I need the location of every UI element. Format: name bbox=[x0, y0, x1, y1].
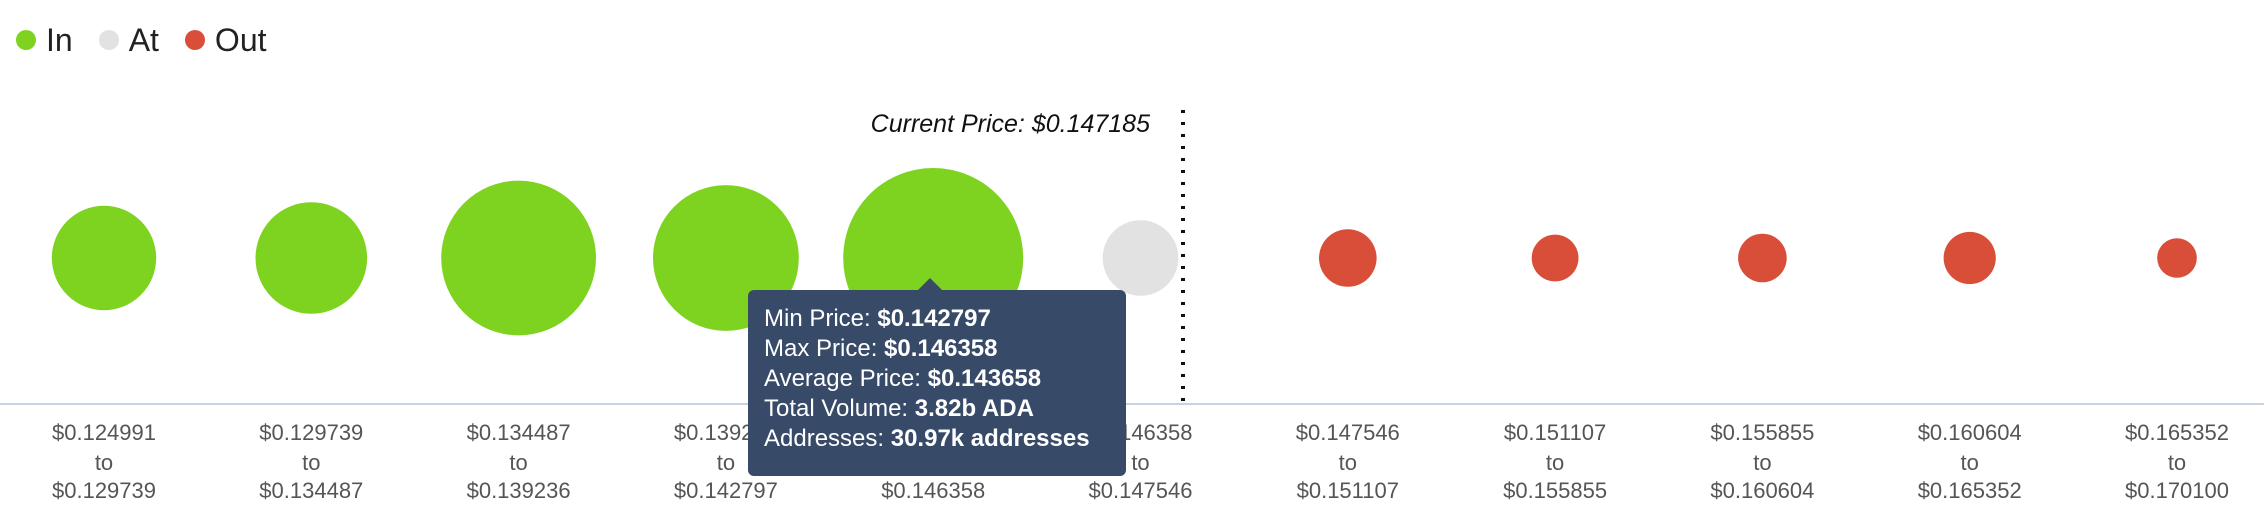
x-tick-label-8-mid: to bbox=[1546, 450, 1564, 475]
x-tick-label-7-low: $0.147546 bbox=[1296, 420, 1400, 445]
legend-swatch-out bbox=[184, 30, 205, 50]
tooltip-average-price: Average Price: $0.143658 bbox=[764, 364, 1110, 394]
bubbles-group bbox=[51, 168, 2197, 348]
tooltip-average-price-label: Average Price: bbox=[764, 365, 921, 392]
bubble-tooltip: Min Price: $0.142797 Max Price: $0.14635… bbox=[748, 278, 1126, 476]
x-tick-label-3-mid: to bbox=[509, 450, 527, 475]
chart-legend: In At Out bbox=[16, 20, 267, 60]
tooltip-min-price-label: Min Price: bbox=[764, 305, 871, 332]
bubble-out-10[interactable] bbox=[1943, 231, 1996, 285]
x-tick-label-11-high: $0.170100 bbox=[2125, 478, 2229, 503]
bubble-out-8[interactable] bbox=[1531, 234, 1579, 282]
tooltip-max-price-value: $0.146358 bbox=[884, 335, 998, 362]
x-tick-label-6-mid: to bbox=[1131, 450, 1149, 475]
x-tick-label-2-mid: to bbox=[302, 450, 320, 475]
tooltip-max-price: Max Price: $0.146358 bbox=[764, 334, 1110, 364]
bubble-in-3[interactable] bbox=[441, 180, 596, 336]
tooltip-total-volume-value: 3.82b ADA bbox=[914, 395, 1034, 422]
tooltip-total-volume-label: Total Volume: bbox=[764, 395, 909, 422]
tooltip-average-price-value: $0.143658 bbox=[927, 365, 1042, 392]
x-tick-label-10-high: $0.165352 bbox=[1918, 478, 2022, 503]
tooltip-addresses-label: Addresses: bbox=[764, 425, 885, 452]
x-tick-label-1-mid: to bbox=[95, 450, 113, 475]
x-tick-label-3-high: $0.139236 bbox=[467, 478, 571, 503]
tooltip-min-price-value: $0.142797 bbox=[877, 305, 991, 332]
x-tick-label-7-high: $0.151107 bbox=[1297, 478, 1399, 503]
current-price-label: Current Price: $0.147185 bbox=[871, 110, 1150, 138]
x-tick-label-5-high: $0.146358 bbox=[881, 478, 985, 503]
x-tick-labels: $0.124991 to $0.129739 $0.129739 to $0.134487… bbox=[52, 420, 2229, 503]
x-tick-label-1-high: $0.129739 bbox=[52, 478, 156, 503]
bubble-out-9[interactable] bbox=[1738, 233, 1787, 283]
x-tick-label-8-high: $0.155855 bbox=[1503, 478, 1607, 503]
x-tick-label-11-low: $0.165352 bbox=[2125, 420, 2229, 445]
tooltip-max-price-label: Max Price: bbox=[764, 335, 878, 362]
bubble-in-2[interactable] bbox=[255, 202, 368, 314]
legend-item-in[interactable]: In bbox=[16, 20, 73, 60]
tooltip-addresses-value: 30.97k addresses bbox=[890, 425, 1090, 452]
x-tick-label-2-high: $0.134487 bbox=[259, 478, 363, 503]
x-tick-label-3-low: $0.134487 bbox=[467, 420, 571, 445]
x-tick-label-9-high: $0.160604 bbox=[1710, 478, 1814, 503]
x-tick-label-10-low: $0.160604 bbox=[1918, 420, 2022, 445]
bubble-out-11[interactable] bbox=[2157, 238, 2197, 278]
legend-label-in: In bbox=[46, 22, 73, 58]
legend-label-out: Out bbox=[214, 22, 267, 58]
x-tick-label-2-low: $0.129739 bbox=[259, 420, 363, 445]
tooltip-addresses: Addresses: 30.97k addresses bbox=[764, 424, 1110, 454]
x-tick-label-10-mid: to bbox=[1961, 450, 1979, 475]
x-tick-label-4-high: $0.142797 bbox=[674, 478, 778, 503]
x-tick-label-1-low: $0.124991 bbox=[52, 420, 156, 445]
x-tick-label-9-mid: to bbox=[1753, 450, 1771, 475]
legend-swatch-at bbox=[98, 30, 119, 50]
tooltip-min-price: Min Price: $0.142797 bbox=[764, 304, 1110, 334]
bubble-out-7[interactable] bbox=[1319, 229, 1377, 287]
bubble-in-1[interactable] bbox=[51, 205, 157, 311]
legend-item-out[interactable]: Out bbox=[184, 20, 267, 60]
legend-label-at: At bbox=[128, 22, 159, 58]
legend-item-at[interactable]: At bbox=[98, 20, 159, 60]
tooltip-total-volume: Total Volume: 3.82b ADA bbox=[764, 394, 1110, 424]
legend-swatch-in bbox=[16, 30, 36, 50]
x-tick-label-9-low: $0.155855 bbox=[1710, 420, 1814, 445]
x-tick-label-11-mid: to bbox=[2168, 450, 2186, 475]
x-tick-label-4-mid: to bbox=[717, 450, 735, 475]
bubble-at-6[interactable] bbox=[1102, 220, 1179, 296]
x-tick-label-7-mid: to bbox=[1339, 450, 1357, 475]
x-tick-label-8-low: $0.151107 bbox=[1504, 420, 1606, 445]
x-tick-label-6-high: $0.147546 bbox=[1089, 478, 1193, 503]
